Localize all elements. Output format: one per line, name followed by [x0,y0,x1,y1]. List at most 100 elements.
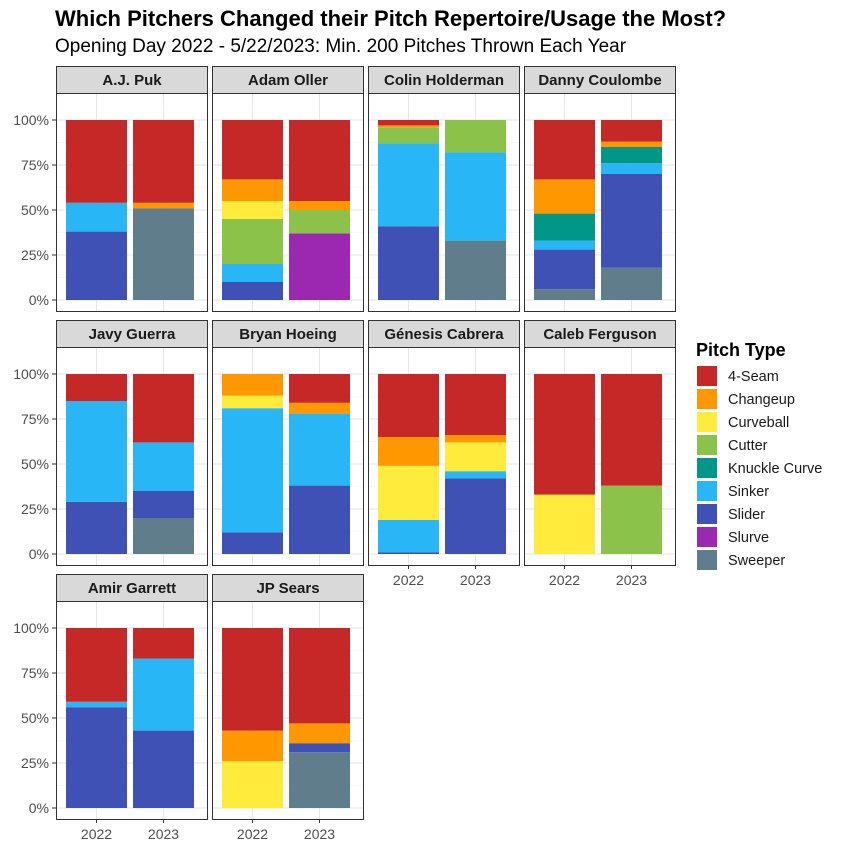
legend-swatch [697,481,717,501]
facet-strip [212,574,364,602]
y-tick-label: 50% [21,456,49,472]
bar-segment-changeup [289,201,350,210]
bar-segment-4-seam [534,374,595,495]
facet-title: Colin Holderman [384,72,504,89]
bar-segment-changeup [378,437,439,466]
legend-swatch [697,366,717,386]
facet-title: A.J. Puk [102,72,162,89]
bar-segment-slider [133,491,194,518]
legend-label: Slurve [728,530,769,546]
legend-swatch [697,550,717,570]
bar-segment-curveball [222,395,283,409]
bar-segment-4-seam [289,628,350,724]
x-tick-label: 2022 [549,572,580,588]
bar-segment-slider [534,249,595,290]
x-tick-label: 2022 [237,826,268,842]
bar-segment-sweeper [601,267,662,300]
bar-segment-sinker [222,408,283,533]
legend-title: Pitch Type [696,340,786,360]
y-tick-label: 75% [21,157,49,173]
bar-segment-knuckle-curve [601,147,662,164]
bar-segment-changeup [222,730,283,762]
bar-segment-cutter [289,210,350,234]
bar-segment-4-seam [133,120,194,203]
bar-segment-slider [66,501,127,554]
bar-segment-curveball [378,465,439,520]
facet-strip [212,320,364,348]
facet-title: Caleb Ferguson [543,326,656,343]
y-tick-label: 50% [21,202,49,218]
bar-segment-4-seam [601,374,662,486]
bar-segment-sweeper [289,752,350,808]
bar-segment-slider [289,743,350,753]
facet-strip [524,66,676,94]
bar-segment-changeup [289,402,350,414]
y-tick-label: 50% [21,710,49,726]
bar-segment-4-seam [289,374,350,403]
legend-label: Changeup [728,392,795,408]
facet-title: Danny Coulombe [538,72,661,89]
bar-segment-changeup [133,202,194,209]
legend-label: Curveball [728,415,789,431]
bar-segment-slider [66,707,127,808]
bar-segment-slider [289,485,350,554]
x-tick-label: 2022 [393,572,424,588]
bar-segment-4-seam [378,120,439,126]
bar-segment-curveball [222,201,283,219]
bar-segment-curveball [534,494,595,554]
bar-segment-slider [601,174,662,268]
bar-segment-cutter [445,120,506,153]
bar-segment-4-seam [534,120,595,180]
bar-segment-slider [222,532,283,554]
legend-swatch [697,527,717,547]
bar-segment-sweeper [133,208,194,300]
bar-segment-knuckle-curve [534,213,595,241]
bar-segment-cutter [222,219,283,264]
legend-label: Slider [728,507,765,523]
bar-segment-slider [378,226,439,300]
legend-label: 4-Seam [728,369,779,385]
bar-segment-changeup [445,435,506,443]
y-tick-label: 0% [29,546,49,562]
legend-swatch [697,504,717,524]
bar-segment-4-seam [222,628,283,731]
bar-segment-sweeper [133,518,194,554]
bar-segment-changeup [378,125,439,128]
x-tick-label: 2023 [148,826,179,842]
facet-strip [368,320,520,348]
bar-segment-sinker [133,442,194,491]
legend-label: Sweeper [728,553,785,569]
bar-segment-sinker [601,163,662,174]
bar-segment-4-seam [66,628,127,702]
y-tick-label: 75% [21,411,49,427]
bar-segment-sinker [378,143,439,227]
bar-segment-4-seam [66,120,127,203]
bar-segment-sinker [133,658,194,731]
y-tick-label: 75% [21,665,49,681]
bar-segment-4-seam [601,120,662,142]
chart-subtitle: Opening Day 2022 - 5/22/2023: Min. 200 P… [55,36,627,57]
facet-title: Bryan Hoeing [239,326,337,343]
y-tick-label: 25% [21,755,49,771]
bar-segment-sinker [534,240,595,250]
bar-segment-sinker [378,519,439,553]
legend-label: Cutter [728,438,768,454]
bar-segment-curveball [445,442,506,472]
bar-segment-slider [222,282,283,300]
x-tick-label: 2023 [460,572,491,588]
bar-segment-curveball [222,761,283,808]
x-tick-label: 2023 [616,572,647,588]
bar-segment-slider [133,730,194,808]
y-tick-label: 100% [13,366,49,382]
bar-segment-4-seam [133,628,194,659]
x-tick-label: 2022 [81,826,112,842]
bar-segment-4-seam [445,374,506,436]
bar-segment-4-seam [289,120,350,201]
bar-segment-4-seam [378,374,439,437]
bar-segment-sweeper [534,289,595,300]
facet-title: Amir Garrett [88,580,176,597]
bar-segment-4-seam [133,374,194,443]
y-tick-label: 25% [21,501,49,517]
bar-segment-sinker [66,701,127,708]
